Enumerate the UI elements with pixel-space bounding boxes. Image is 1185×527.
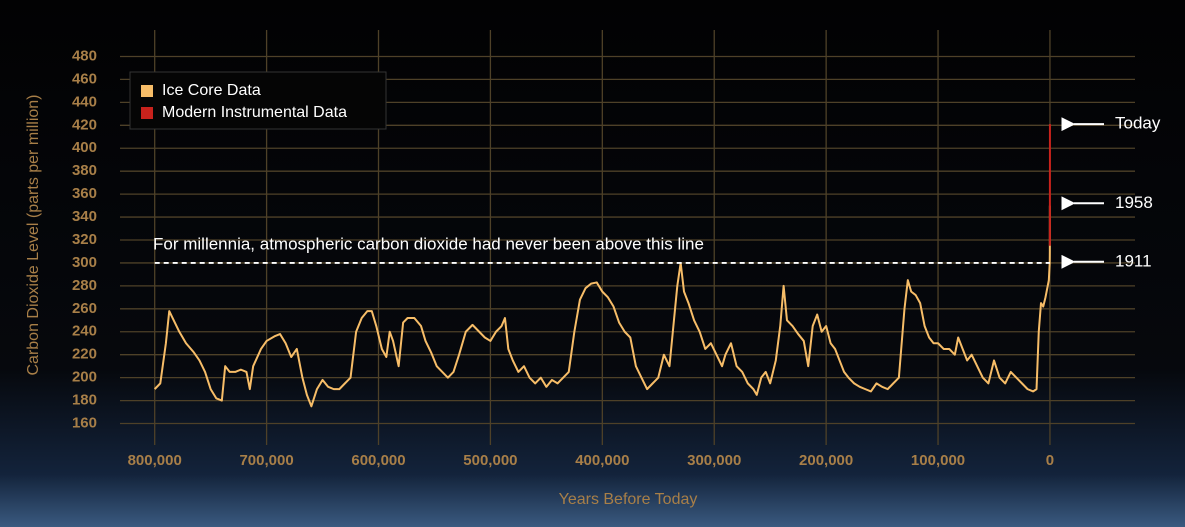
reference-text: For millennia, atmospheric carbon dioxid… xyxy=(153,234,704,253)
y-tick-label: 200 xyxy=(72,369,97,386)
y-tick-label: 340 xyxy=(72,208,97,225)
x-tick-label: 500,000 xyxy=(463,452,517,469)
annotation-label: Today xyxy=(1115,114,1161,133)
x-tick-label: 200,000 xyxy=(799,452,853,469)
annotation-label: 1958 xyxy=(1115,193,1153,212)
data-line xyxy=(153,205,1051,408)
y-axis-label: Carbon Dioxide Level (parts per million) xyxy=(25,94,42,375)
y-tick-label: 440 xyxy=(72,93,97,110)
x-tick-label: 100,000 xyxy=(911,452,965,469)
y-tick-label: 420 xyxy=(72,116,97,133)
x-tick-label: 400,000 xyxy=(575,452,629,469)
y-tick-label: 160 xyxy=(72,414,97,431)
y-tick-label: 380 xyxy=(72,162,97,179)
y-tick-label: 280 xyxy=(72,277,97,294)
legend-swatch xyxy=(141,85,153,97)
legend-label: Modern Instrumental Data xyxy=(162,104,347,121)
x-tick-label: 700,000 xyxy=(239,452,293,469)
y-tick-label: 260 xyxy=(72,300,97,317)
legend-box xyxy=(129,71,387,130)
y-tick-label: 180 xyxy=(72,392,97,409)
y-tick-label: 480 xyxy=(72,47,97,64)
y-tick-label: 460 xyxy=(72,70,97,87)
y-tick-label: 220 xyxy=(72,346,97,363)
x-tick-label: 300,000 xyxy=(687,452,741,469)
y-tick-label: 360 xyxy=(72,185,97,202)
legend-label: Ice Core Data xyxy=(162,82,261,99)
y-tick-label: 300 xyxy=(72,254,97,271)
legend-swatch xyxy=(141,107,153,119)
y-tick-label: 400 xyxy=(72,139,97,156)
x-tick-label: 600,000 xyxy=(351,452,405,469)
x-tick-label: 800,000 xyxy=(128,452,182,469)
y-tick-label: 240 xyxy=(72,323,97,340)
annotation-label: 1911 xyxy=(1115,251,1152,270)
y-tick-label: 320 xyxy=(72,231,97,248)
x-tick-label: 0 xyxy=(1046,452,1054,469)
x-axis-label: Years Before Today xyxy=(559,491,698,508)
